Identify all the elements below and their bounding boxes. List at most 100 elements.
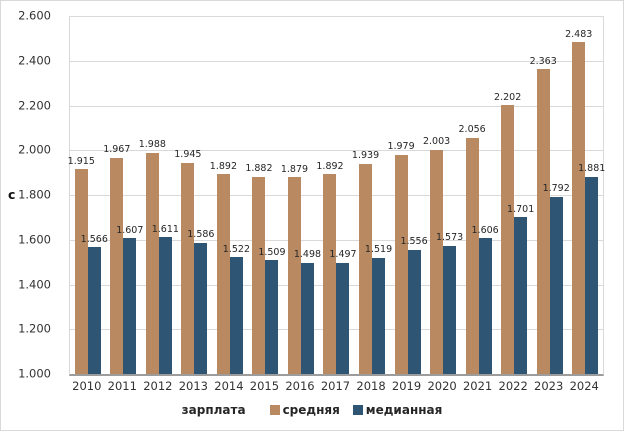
bar-средняя-2012: 1.988 — [139, 140, 166, 374]
bar-value-label: 2.202 — [494, 91, 522, 103]
x-axis-label-2021: 2021 — [462, 379, 493, 393]
bar-медианная-2023: 1.792 — [543, 184, 570, 374]
bar-group-2022: 2.202 1.701 — [494, 16, 534, 374]
gridline — [70, 239, 603, 241]
bar-медианная-2014: 1.522 — [223, 245, 250, 374]
x-axis-labels: 2010 2011 2012 2013 2014 2015 2016 2017 2018 2019… — [69, 379, 602, 394]
bar-value-label: 1.566 — [80, 233, 108, 245]
bar-value-label: 1.586 — [187, 229, 215, 241]
bar-value-label: 2.363 — [529, 55, 557, 67]
bar-value-label: 2.003 — [422, 136, 451, 148]
x-axis-label-2011: 2011 — [107, 379, 137, 393]
legend-label-медианная: медианная — [365, 403, 443, 417]
bar-value-label: 1.879 — [280, 163, 309, 175]
legend-marker-средняя — [269, 405, 280, 415]
y-axis-title: с — [8, 187, 16, 202]
bar-value-label: 1.882 — [245, 163, 273, 175]
bar-медианная-2017: 1.497 — [329, 250, 357, 374]
y-axis-tick-label: 1.200 — [18, 321, 51, 336]
bar-group-2018: 1.939 1.519 — [352, 16, 392, 374]
bar-group-2010: 1.915 1.566 — [68, 16, 108, 374]
x-axis-label-2022: 2022 — [498, 379, 528, 393]
bar-value-label: 1.498 — [293, 249, 322, 261]
bar-медианная-2019: 1.556 — [400, 237, 428, 374]
bar-средняя-2023: 2.363 — [530, 57, 557, 374]
x-axis-label-2010: 2010 — [72, 379, 102, 393]
bar-group-2015: 1.882 1.509 — [245, 16, 286, 374]
bar-медианная-2018: 1.519 — [365, 245, 392, 374]
y-axis-ticks: 1.000 1.200 1.400 1.600 1.800 2.000 2.200 2.400… — [1, 10, 59, 379]
bar-средняя-2024: 2.483 — [565, 30, 592, 374]
legend-label-средняя: средняя — [282, 403, 340, 417]
legend: зарплата средняя медианная — [1, 403, 623, 417]
bar-медианная-2022: 1.701 — [507, 205, 534, 374]
bar-медианная-2021: 1.606 — [472, 226, 499, 374]
bar-group-2014: 1.892 1.522 — [210, 16, 250, 374]
bar-средняя-2013: 1.945 — [174, 150, 201, 374]
bar-value-label: 1.979 — [387, 141, 415, 153]
bar-groups: 1.915 1.566 1.967 1.607 1.988 1.611 1.945 1.586… — [68, 16, 605, 374]
bar-медианная-2010: 1.566 — [81, 235, 108, 374]
legend-entry-медианная: медианная — [352, 403, 443, 417]
bar-средняя-2017: 1.892 — [316, 162, 344, 374]
x-axis-label-2018: 2018 — [356, 379, 386, 393]
plot-area: 1.915 1.566 1.967 1.607 1.988 1.611 1.945 1.586… — [68, 16, 605, 376]
bar-value-label: 1.556 — [400, 236, 428, 248]
bar-value-label: 1.892 — [209, 160, 237, 172]
bar-group-2024: 2.483 1.881 — [565, 16, 605, 374]
bar-value-label: 1.606 — [471, 224, 499, 236]
bar-средняя-2016: 1.879 — [281, 165, 308, 374]
y-axis-tick-label: 1.800 — [18, 187, 51, 202]
x-axis-label-2016: 2016 — [285, 379, 315, 393]
x-axis-label-2013: 2013 — [178, 379, 208, 393]
bar-value-label: 1.573 — [435, 232, 464, 244]
y-axis-tick-label: 1.400 — [18, 276, 51, 291]
gridline — [70, 195, 603, 196]
bar-медианная-2011: 1.607 — [116, 226, 143, 374]
x-axis-label-2024: 2024 — [569, 379, 599, 393]
bar-value-label: 2.483 — [565, 28, 593, 40]
gridline — [70, 16, 603, 17]
bar-медианная-2020: 1.573 — [436, 233, 463, 374]
y-axis-tick-label: 1.600 — [18, 232, 51, 246]
bar-group-2021: 2.056 1.606 — [459, 16, 499, 374]
bar-value-label: 1.701 — [507, 203, 535, 215]
bar-value-label: 1.522 — [222, 243, 250, 255]
bar-group-2020: 2.003 1.573 — [423, 16, 463, 374]
bar-value-label: 1.967 — [103, 144, 131, 156]
bar-медианная-2013: 1.586 — [187, 230, 214, 374]
bar-group-2013: 1.945 1.586 — [174, 16, 214, 374]
x-axis-label-2023: 2023 — [534, 379, 564, 393]
bar-средняя-2018: 1.939 — [352, 151, 379, 374]
bar-средняя-2014: 1.892 — [210, 162, 237, 374]
bar-value-label: 1.509 — [258, 246, 286, 258]
gridline — [70, 150, 603, 152]
bar-средняя-2011: 1.967 — [103, 145, 130, 374]
bar-value-label: 1.915 — [67, 155, 95, 167]
bar-value-label: 1.945 — [174, 149, 202, 161]
bar-средняя-2015: 1.882 — [245, 164, 273, 374]
bar-средняя-2019: 1.979 — [387, 142, 415, 374]
bar-group-2019: 1.979 1.556 — [387, 16, 428, 374]
bar-value-label: 1.988 — [138, 139, 166, 151]
bar-средняя-2021: 2.056 — [459, 125, 486, 374]
bar-group-2016: 1.879 1.498 — [281, 16, 321, 374]
bar-value-label: 2.056 — [458, 124, 486, 136]
bar-group-2012: 1.988 1.611 — [139, 16, 179, 374]
bar-value-label: 1.607 — [116, 224, 144, 236]
bar-медианная-2016: 1.498 — [294, 250, 321, 374]
x-axis-label-2015: 2015 — [249, 379, 280, 393]
legend-entry-средняя: средняя — [269, 403, 340, 417]
x-axis-label-2012: 2012 — [143, 379, 173, 393]
bar-средняя-2010: 1.915 — [68, 157, 95, 374]
gridline — [70, 105, 603, 107]
bar-value-label: 1.497 — [329, 249, 357, 261]
legend-marker-медианная — [352, 405, 363, 415]
y-axis-tick-label: 2.000 — [18, 142, 51, 157]
x-axis-label-2014: 2014 — [214, 379, 244, 393]
bar-средняя-2020: 2.003 — [423, 137, 450, 374]
y-axis-tick-label: 2.200 — [18, 97, 51, 112]
bar-средняя-2022: 2.202 — [494, 93, 521, 374]
bar-group-2023: 2.363 1.792 — [530, 16, 570, 374]
x-axis-label-2017: 2017 — [320, 379, 351, 393]
